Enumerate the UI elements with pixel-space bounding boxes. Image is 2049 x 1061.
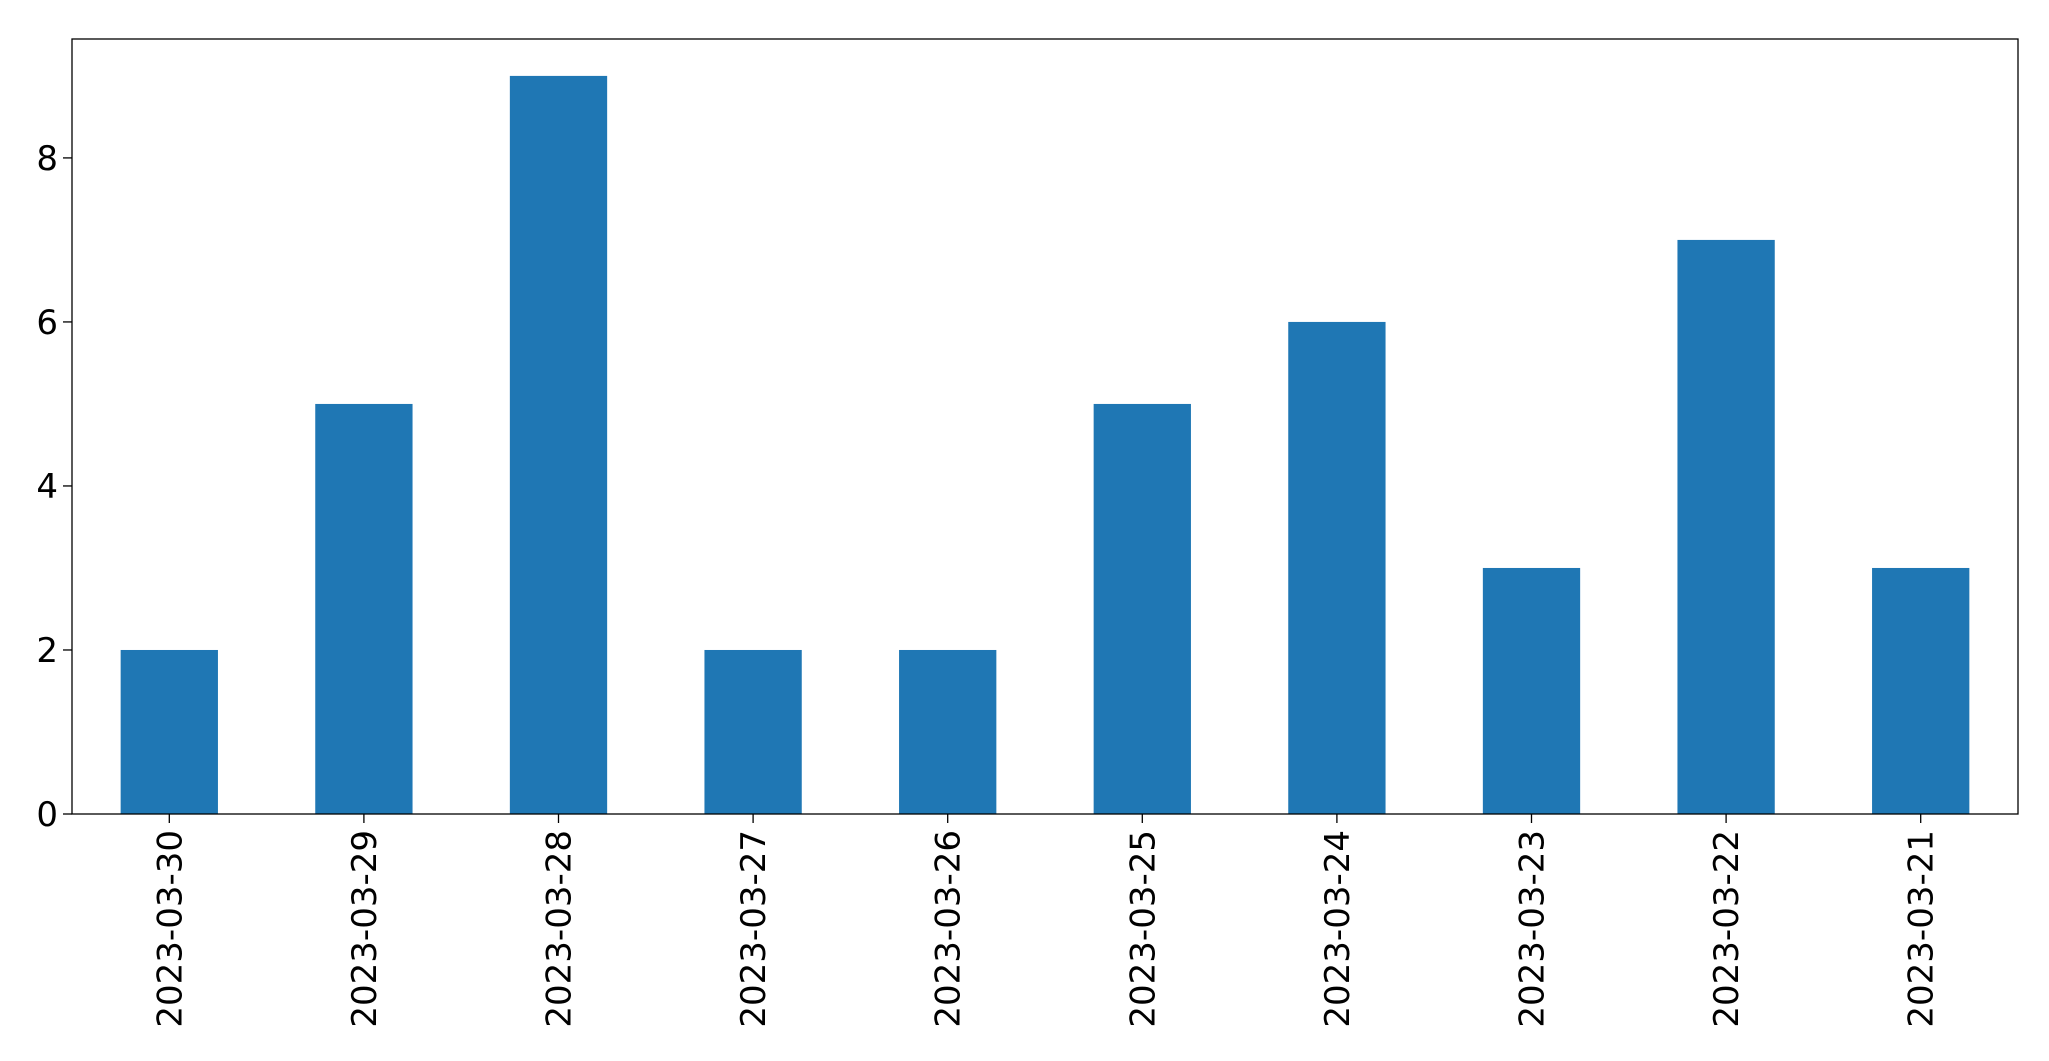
y-tick-label: 8 (36, 139, 58, 179)
bar (509, 75, 608, 814)
y-tick-label: 0 (36, 795, 58, 835)
x-tick-label: 2023-03-26 (929, 830, 969, 1028)
bar (1482, 567, 1581, 814)
x-tick-label: 2023-03-30 (150, 830, 190, 1028)
plot-frame (71, 38, 2019, 815)
x-tick-label: 2023-03-29 (345, 830, 385, 1028)
bar (315, 403, 413, 814)
bar (1288, 321, 1386, 814)
x-tick-label: 2023-03-23 (1513, 830, 1553, 1028)
y-tick-label: 2 (36, 631, 58, 671)
x-tick-label: 2023-03-22 (1707, 830, 1747, 1028)
x-tick-label: 2023-03-28 (540, 830, 580, 1028)
x-tick-label: 2023-03-27 (734, 830, 774, 1028)
x-tick-label: 2023-03-21 (1902, 830, 1942, 1028)
bar (1093, 403, 1191, 814)
y-tick-label: 6 (36, 303, 58, 343)
x-tick-label: 2023-03-24 (1318, 830, 1358, 1028)
bar (120, 649, 218, 814)
bar (899, 649, 997, 814)
bar (704, 649, 802, 814)
x-tick-label: 2023-03-25 (1123, 830, 1163, 1028)
bar (1872, 567, 1970, 814)
y-tick-label: 4 (36, 467, 58, 507)
bar (1677, 239, 1775, 815)
